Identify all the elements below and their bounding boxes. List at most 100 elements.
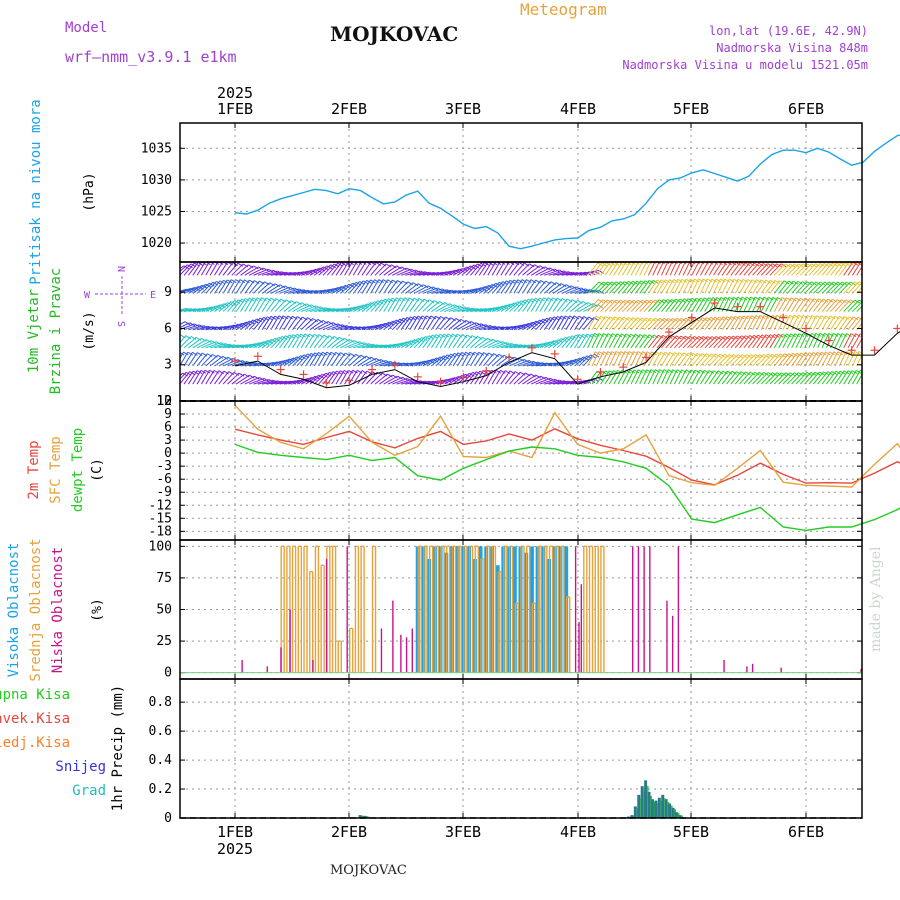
wind-barb [674, 317, 686, 331]
wind-barb [539, 281, 552, 294]
wind-barb-flag [744, 262, 751, 267]
wind-barb [266, 298, 277, 312]
wind-barb [634, 369, 643, 385]
wind-barb-flag [212, 353, 218, 358]
wind-barb [453, 289, 469, 294]
wind-barb [444, 375, 459, 385]
wind-barb [874, 300, 885, 311]
wind-barb-flag [618, 316, 625, 321]
wind-barb-flag [865, 370, 870, 373]
wind-barb-flag [397, 280, 403, 284]
wind-barb [171, 352, 179, 366]
wind-barb [487, 305, 504, 313]
wind-barb-flag [465, 373, 471, 378]
wind-barb [874, 261, 881, 275]
wind-barb-flag [872, 300, 877, 303]
wind-barb-flag [560, 283, 567, 288]
wind-barb-flag [715, 278, 722, 283]
wind-barb [635, 317, 647, 331]
wind-barb [721, 354, 734, 367]
wind-barb-flag [883, 335, 888, 338]
wind-barb [452, 352, 463, 367]
wind-barb [517, 373, 531, 385]
wind-barb [205, 370, 215, 385]
wind-barb [604, 281, 617, 294]
wind-barb [492, 326, 509, 331]
wind-barb-flag [712, 262, 719, 265]
wind-barb [418, 335, 430, 349]
wind-barb [713, 335, 725, 349]
wind-gust-marker [893, 324, 900, 333]
wind-barb [769, 280, 780, 294]
wind-barb [896, 336, 900, 348]
wind-barb-flag [382, 372, 388, 377]
wind-barb [361, 262, 372, 276]
wind-barb [222, 323, 239, 331]
wind-barb [457, 321, 472, 331]
wind-barb-flag [660, 351, 666, 356]
wind-barb-flag [492, 283, 498, 288]
wind-barb [660, 262, 669, 276]
wind-barb [318, 371, 330, 385]
wind-barb [253, 340, 268, 349]
wind-barb [617, 333, 627, 349]
wind-barb [700, 262, 709, 276]
wind-barb [201, 326, 218, 331]
wind-barb [261, 316, 272, 330]
x-label-bottom: 6FEB [788, 823, 824, 841]
wind-barb [309, 334, 320, 349]
y-tick-label: 75 [156, 571, 172, 586]
wind-barb-flag [868, 300, 873, 303]
wind-barb [240, 279, 250, 294]
wind-barb [878, 261, 885, 275]
wind-barb [856, 265, 862, 276]
wind-barb-flag [597, 304, 604, 309]
wind-barb-flag [843, 316, 850, 320]
wind-barb [587, 315, 597, 330]
x-label-top: 3FEB [445, 100, 481, 118]
wind-barb-flag [421, 315, 428, 320]
wind-barb [209, 370, 220, 385]
wind-barb [782, 372, 795, 385]
wind-barb [896, 370, 900, 384]
wind-barb-flag [374, 301, 380, 306]
wind-barb [587, 262, 599, 276]
wind-barb [743, 334, 755, 349]
wind-barb-flag [634, 333, 641, 338]
wind-barb-flag [739, 315, 745, 320]
wind-barb [279, 380, 296, 385]
wind-barb [439, 317, 452, 331]
wind-barb [314, 288, 330, 294]
wind-barb-flag [609, 316, 616, 321]
precip-bar [363, 815, 367, 818]
wind-barb [331, 370, 341, 385]
wind-barb [426, 315, 437, 330]
wind-barb [808, 352, 818, 367]
wind-barb-flag [213, 262, 220, 265]
wind-barb-flag [697, 352, 703, 357]
wind-barb [695, 370, 705, 385]
wind-barb-flag [733, 278, 740, 283]
wind-barb [717, 335, 730, 349]
wind-barb [370, 262, 382, 276]
wind-barb [883, 300, 894, 312]
wind-barb-flag [529, 263, 535, 268]
wind-barb-flag [701, 353, 708, 357]
wind-barb [327, 324, 343, 331]
wind-barb [392, 267, 407, 276]
y-tick-label: 0 [164, 666, 172, 681]
wind-barb-flag [406, 267, 412, 272]
wind-barb [804, 263, 817, 276]
wind-barb [474, 307, 491, 313]
wind-barb [470, 352, 480, 367]
wind-barb [240, 297, 250, 312]
wind-barb [700, 278, 708, 294]
wind-barb [365, 300, 379, 312]
wind-barb [617, 281, 629, 294]
wind-barb [348, 262, 358, 276]
wind-barb-flag [391, 264, 397, 269]
wind-barb [292, 333, 302, 349]
wind-barb [678, 298, 689, 312]
wind-axis-label-2: Brzina i Pravac [48, 268, 64, 394]
wind-barb [253, 378, 269, 385]
